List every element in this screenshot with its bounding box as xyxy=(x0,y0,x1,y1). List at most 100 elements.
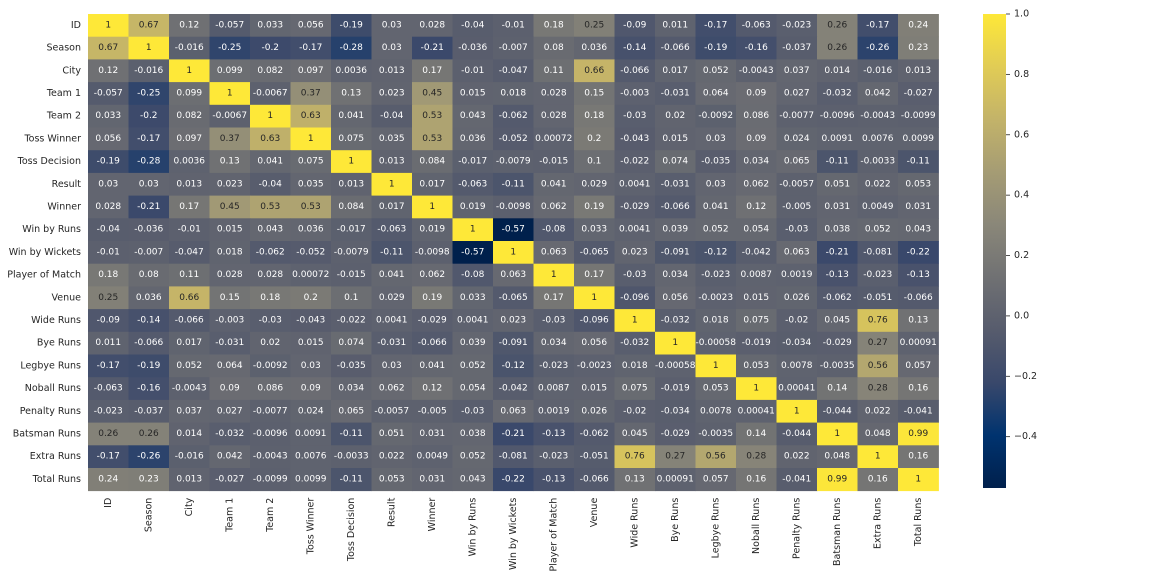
cell-value-label: -0.016 xyxy=(175,452,204,462)
heatmap-cell-city-extra-runs xyxy=(857,59,899,83)
heatmap-cell-extra-runs-team-2 xyxy=(250,445,291,469)
heatmap-cell-toss-winner-noball-runs xyxy=(736,127,777,151)
cell-value-label: 0.45 xyxy=(220,202,240,212)
heatmap-cell-bye-runs-toss-decision xyxy=(331,331,372,355)
heatmap-cell-win-by-runs-win-by-runs xyxy=(452,218,494,242)
cell-value-label: -0.037 xyxy=(782,43,811,53)
cell-value-label: 0.15 xyxy=(220,293,240,303)
heatmap-cell-winner-city xyxy=(169,195,210,219)
heatmap-cell-extra-runs-toss-winner xyxy=(290,445,332,469)
heatmap-cell-player-of-match-team-2 xyxy=(250,263,291,287)
cell-value-label: 0.53 xyxy=(422,134,442,144)
heatmap-cell-result-result xyxy=(371,172,413,196)
heatmap-cell-team-1-season xyxy=(128,82,170,106)
cell-value-label: -0.023 xyxy=(863,270,892,280)
heatmap-cell-wide-runs-id xyxy=(88,309,129,333)
cell-value-label: -0.035 xyxy=(337,361,366,371)
cell-value-label: 0.051 xyxy=(824,179,850,189)
colorbar-gradient xyxy=(983,14,1006,488)
cell-value-label: 0.074 xyxy=(338,338,364,348)
cell-value-label: -0.031 xyxy=(377,338,406,348)
heatmap-cell-extra-runs-wide-runs xyxy=(614,445,656,469)
cell-value-label: 0.56 xyxy=(868,361,888,371)
heatmap-cell-penalty-runs-win-by-wickets xyxy=(493,399,534,423)
cell-value-label: -0.096 xyxy=(620,293,649,303)
cell-value-label: -0.037 xyxy=(134,406,163,416)
heatmap-cell-extra-runs-winner xyxy=(412,445,453,469)
heatmap-cell-extra-runs-season xyxy=(128,445,170,469)
heatmap-cell-legbye-runs-city xyxy=(169,354,210,378)
heatmap-cell-win-by-runs-extra-runs xyxy=(857,218,899,242)
heatmap-cell-noball-runs-bye-runs xyxy=(655,377,696,401)
cell-value-label: 0.25 xyxy=(584,20,604,30)
heatmap-cell-legbye-runs-legbye-runs xyxy=(695,354,737,378)
heatmap-cell-noball-runs-noball-runs xyxy=(736,377,777,401)
cell-value-label: -0.0079 xyxy=(496,157,531,167)
heatmap-cell-bye-runs-player-of-match xyxy=(533,331,575,355)
cell-value-label: 0.00091 xyxy=(657,474,694,484)
heatmap-cell-batsman-runs-wide-runs xyxy=(614,422,656,446)
heatmap-cell-total-runs-penalty-runs xyxy=(776,468,818,492)
heatmap-cell-city-city xyxy=(169,59,210,83)
cell-value-label: -0.066 xyxy=(418,338,447,348)
heatmap-cell-wide-runs-toss-winner xyxy=(290,309,332,333)
cell-value-label: 0.0078 xyxy=(781,361,813,371)
cell-value-label: -0.17 xyxy=(704,20,727,30)
cell-value-label: -0.096 xyxy=(580,315,609,325)
x-tick-label-win-by-runs: Win by Runs xyxy=(467,498,478,557)
cell-value-label: 0.015 xyxy=(460,88,486,98)
heatmap-cell-id-team-2 xyxy=(250,14,291,38)
heatmap-cell-player-of-match-venue xyxy=(574,263,615,287)
heatmap-cell-id-total-runs xyxy=(898,14,939,38)
heatmap-cell-winner-batsman-runs xyxy=(817,195,858,219)
heatmap-cell-player-of-match-winner xyxy=(412,263,453,287)
cell-value-label: 0.0091 xyxy=(822,134,854,144)
heatmap-cell-venue-legbye-runs xyxy=(695,286,737,310)
heatmap-cell-legbye-runs-winner xyxy=(412,354,453,378)
cell-value-label: 0.053 xyxy=(379,474,405,484)
heatmap-cell-toss-decision-win-by-wickets xyxy=(493,150,534,174)
heatmap-cell-penalty-runs-legbye-runs xyxy=(695,399,737,423)
cell-value-label: -0.042 xyxy=(499,384,528,394)
cell-value-label: 0.2 xyxy=(587,134,601,144)
heatmap-cell-id-bye-runs xyxy=(655,14,696,38)
cell-value-label: 0.056 xyxy=(662,293,688,303)
heatmap-cell-noball-runs-total-runs xyxy=(898,377,939,401)
cell-value-label: -0.051 xyxy=(580,452,609,462)
cell-value-label: -0.081 xyxy=(863,247,892,257)
cell-value-label: 0.14 xyxy=(746,429,766,439)
heatmap-cell-legbye-runs-id xyxy=(88,354,129,378)
y-tick-label-player-of-match: Player of Match xyxy=(7,270,81,281)
heatmap-cell-city-toss-decision xyxy=(331,59,372,83)
heatmap-cell-winner-bye-runs xyxy=(655,195,696,219)
heatmap-cell-result-win-by-wickets xyxy=(493,172,534,196)
cell-value-label: 0.064 xyxy=(703,88,729,98)
cell-value-label: 0.063 xyxy=(541,247,567,257)
heatmap-cell-win-by-runs-legbye-runs xyxy=(695,218,737,242)
cell-value-label: 0.036 xyxy=(460,134,486,144)
cell-value-label: -0.22 xyxy=(907,247,930,257)
heatmap-cell-wide-runs-win-by-wickets xyxy=(493,309,534,333)
cell-value-label: 0.02 xyxy=(260,338,280,348)
cell-value-label: 1 xyxy=(834,429,840,439)
heatmap-cell-result-team-1 xyxy=(209,172,251,196)
heatmap-cell-team-1-noball-runs xyxy=(736,82,777,106)
cell-value-label: -0.19 xyxy=(97,157,121,167)
cell-value-label: 0.0041 xyxy=(457,315,489,325)
heatmap-cell-city-win-by-runs xyxy=(452,59,494,83)
cell-value-label: 0.09 xyxy=(220,384,240,394)
heatmap-cell-win-by-runs-batsman-runs xyxy=(817,218,858,242)
y-tick-label-winner: Winner xyxy=(47,201,81,212)
heatmap-cell-bye-runs-wide-runs xyxy=(614,331,656,355)
heatmap-cell-city-total-runs xyxy=(898,59,939,83)
cell-value-label: 0.036 xyxy=(298,225,324,235)
heatmap-cell-result-season xyxy=(128,172,170,196)
cell-value-label: -0.03 xyxy=(623,111,646,121)
heatmap-cell-legbye-runs-season xyxy=(128,354,170,378)
cell-value-label: -0.023 xyxy=(701,270,730,280)
heatmap-cell-team-2-team-2 xyxy=(250,104,291,128)
cell-value-label: -0.063 xyxy=(377,225,406,235)
heatmap-cell-bye-runs-city xyxy=(169,331,210,355)
cell-value-label: -0.027 xyxy=(215,474,244,484)
cell-value-label: -0.016 xyxy=(863,66,892,76)
